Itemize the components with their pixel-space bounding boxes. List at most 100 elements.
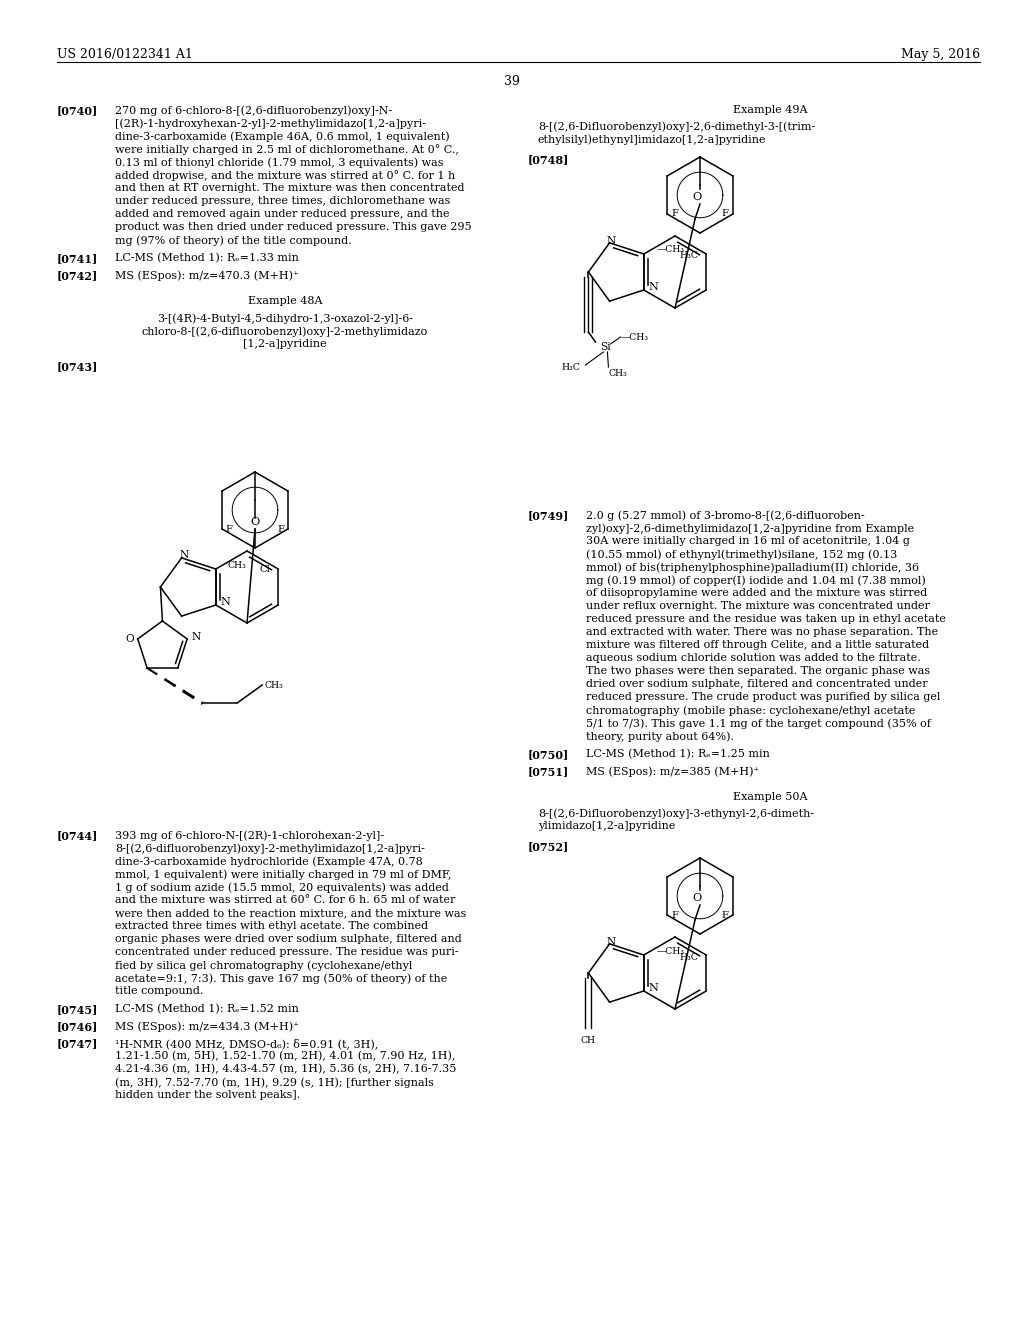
Text: N: N — [607, 937, 616, 946]
Text: ylimidazo[1,2-a]pyridine: ylimidazo[1,2-a]pyridine — [538, 821, 676, 832]
Text: reduced pressure and the residue was taken up in ethyl acetate: reduced pressure and the residue was tak… — [586, 614, 946, 624]
Text: product was then dried under reduced pressure. This gave 295: product was then dried under reduced pre… — [115, 222, 472, 232]
Text: Cl: Cl — [259, 565, 270, 573]
Text: 270 mg of 6-chloro-8-[(2,6-difluorobenzyl)oxy]-N-: 270 mg of 6-chloro-8-[(2,6-difluorobenzy… — [115, 106, 392, 116]
Text: F: F — [278, 524, 285, 533]
Text: CH: CH — [581, 1036, 596, 1045]
Text: added dropwise, and the mixture was stirred at 0° C. for 1 h: added dropwise, and the mixture was stir… — [115, 170, 456, 181]
Text: O: O — [692, 191, 701, 202]
Text: mmol) of bis(triphenylphosphine)palladium(II) chloride, 36: mmol) of bis(triphenylphosphine)palladiu… — [586, 562, 920, 573]
Text: [0740]: [0740] — [57, 106, 98, 116]
Text: and the mixture was stirred at 60° C. for 6 h. 65 ml of water: and the mixture was stirred at 60° C. fo… — [115, 895, 456, 906]
Text: organic phases were dried over sodium sulphate, filtered and: organic phases were dried over sodium su… — [115, 935, 462, 944]
Text: mg (97% of theory) of the title compound.: mg (97% of theory) of the title compound… — [115, 235, 352, 246]
Text: chloro-8-[(2,6-difluorobenzyl)oxy]-2-methylimidazo: chloro-8-[(2,6-difluorobenzyl)oxy]-2-met… — [142, 326, 428, 337]
Text: 4.21-4.36 (m, 1H), 4.43-4.57 (m, 1H), 5.36 (s, 2H), 7.16-7.35: 4.21-4.36 (m, 1H), 4.43-4.57 (m, 1H), 5.… — [115, 1064, 457, 1074]
Text: were then added to the reaction mixture, and the mixture was: were then added to the reaction mixture,… — [115, 908, 466, 917]
Text: CH₃: CH₃ — [608, 370, 628, 378]
Text: Example 48A: Example 48A — [248, 296, 323, 306]
Text: F: F — [671, 210, 678, 219]
Text: title compound.: title compound. — [115, 986, 204, 997]
Text: [0741]: [0741] — [57, 253, 98, 264]
Text: Si: Si — [600, 342, 611, 352]
Text: [(2R)-1-hydroxyhexan-2-yl]-2-methylimidazo[1,2-a]pyri-: [(2R)-1-hydroxyhexan-2-yl]-2-methylimida… — [115, 117, 426, 128]
Text: [0747]: [0747] — [57, 1038, 98, 1049]
Text: dried over sodium sulphate, filtered and concentrated under: dried over sodium sulphate, filtered and… — [586, 678, 928, 689]
Text: zyl)oxy]-2,6-dimethylimidazo[1,2-a]pyridine from Example: zyl)oxy]-2,6-dimethylimidazo[1,2-a]pyrid… — [586, 523, 914, 533]
Text: concentrated under reduced pressure. The residue was puri-: concentrated under reduced pressure. The… — [115, 946, 459, 957]
Text: CH₃: CH₃ — [264, 681, 283, 689]
Text: N: N — [180, 550, 189, 560]
Text: [0748]: [0748] — [528, 154, 569, 165]
Text: extracted three times with ethyl acetate. The combined: extracted three times with ethyl acetate… — [115, 921, 428, 931]
Text: H₃C: H₃C — [679, 953, 698, 961]
Text: F: F — [722, 210, 729, 219]
Text: under reduced pressure, three times, dichloromethane was: under reduced pressure, three times, dic… — [115, 195, 451, 206]
Text: LC-MS (Method 1): Rₑ=1.52 min: LC-MS (Method 1): Rₑ=1.52 min — [115, 1005, 299, 1014]
Text: 8-[(2,6-Difluorobenzyl)oxy]-3-ethynyl-2,6-dimeth-: 8-[(2,6-Difluorobenzyl)oxy]-3-ethynyl-2,… — [538, 808, 814, 818]
Text: of diisopropylamine were added and the mixture was stirred: of diisopropylamine were added and the m… — [586, 587, 928, 598]
Text: N: N — [221, 597, 230, 607]
Text: ¹H-NMR (400 MHz, DMSO-d₆): δ=0.91 (t, 3H),: ¹H-NMR (400 MHz, DMSO-d₆): δ=0.91 (t, 3H… — [115, 1038, 378, 1049]
Text: [0746]: [0746] — [57, 1020, 98, 1032]
Text: 393 mg of 6-chloro-N-[(2R)-1-chlorohexan-2-yl]-: 393 mg of 6-chloro-N-[(2R)-1-chlorohexan… — [115, 830, 384, 841]
Text: mg (0.19 mmol) of copper(I) iodide and 1.04 ml (7.38 mmol): mg (0.19 mmol) of copper(I) iodide and 1… — [586, 576, 926, 586]
Text: and extracted with water. There was no phase separation. The: and extracted with water. There was no p… — [586, 627, 938, 638]
Text: May 5, 2016: May 5, 2016 — [901, 48, 980, 61]
Text: 2.0 g (5.27 mmol) of 3-bromo-8-[(2,6-difluoroben-: 2.0 g (5.27 mmol) of 3-bromo-8-[(2,6-dif… — [586, 510, 864, 520]
Text: fied by silica gel chromatography (cyclohexane/ethyl: fied by silica gel chromatography (cyclo… — [115, 960, 413, 970]
Text: were initially charged in 2.5 ml of dichloromethane. At 0° C.,: were initially charged in 2.5 ml of dich… — [115, 144, 459, 154]
Text: N: N — [191, 632, 201, 642]
Text: added and removed again under reduced pressure, and the: added and removed again under reduced pr… — [115, 209, 450, 219]
Text: CH₃: CH₃ — [227, 561, 247, 569]
Text: mixture was filtered off through Celite, and a little saturated: mixture was filtered off through Celite,… — [586, 640, 929, 649]
Text: 8-[(2,6-Difluorobenzyl)oxy]-2,6-dimethyl-3-[(trim-: 8-[(2,6-Difluorobenzyl)oxy]-2,6-dimethyl… — [538, 121, 815, 132]
Text: F: F — [225, 524, 232, 533]
Text: MS (ESpos): m/z=385 (M+H)⁺: MS (ESpos): m/z=385 (M+H)⁺ — [586, 766, 759, 776]
Text: 39: 39 — [504, 75, 520, 88]
Text: [1,2-a]pyridine: [1,2-a]pyridine — [243, 339, 327, 348]
Text: [0743]: [0743] — [57, 360, 98, 372]
Text: dine-3-carboxamide hydrochloride (Example 47A, 0.78: dine-3-carboxamide hydrochloride (Exampl… — [115, 855, 423, 866]
Text: N: N — [649, 983, 658, 993]
Text: [0749]: [0749] — [528, 510, 569, 521]
Text: H₃C: H₃C — [679, 252, 698, 260]
Text: [0751]: [0751] — [528, 766, 569, 777]
Text: O: O — [251, 517, 260, 527]
Text: N: N — [607, 236, 616, 246]
Text: N: N — [649, 282, 658, 292]
Text: dine-3-carboxamide (Example 46A, 0.6 mmol, 1 equivalent): dine-3-carboxamide (Example 46A, 0.6 mmo… — [115, 131, 450, 141]
Text: mmol, 1 equivalent) were initially charged in 79 ml of DMF,: mmol, 1 equivalent) were initially charg… — [115, 869, 452, 879]
Text: Example 49A: Example 49A — [733, 106, 807, 115]
Text: (10.55 mmol) of ethynyl(trimethyl)silane, 152 mg (0.13: (10.55 mmol) of ethynyl(trimethyl)silane… — [586, 549, 897, 560]
Text: hidden under the solvent peaks].: hidden under the solvent peaks]. — [115, 1090, 300, 1100]
Text: US 2016/0122341 A1: US 2016/0122341 A1 — [57, 48, 193, 61]
Text: LC-MS (Method 1): Rₑ=1.33 min: LC-MS (Method 1): Rₑ=1.33 min — [115, 253, 299, 263]
Text: —CH₃: —CH₃ — [621, 333, 648, 342]
Text: [0750]: [0750] — [528, 748, 569, 760]
Text: 8-[(2,6-difluorobenzyl)oxy]-2-methylimidazo[1,2-a]pyri-: 8-[(2,6-difluorobenzyl)oxy]-2-methylimid… — [115, 843, 425, 854]
Text: O: O — [692, 894, 701, 903]
Text: MS (ESpos): m/z=470.3 (M+H)⁺: MS (ESpos): m/z=470.3 (M+H)⁺ — [115, 271, 299, 281]
Text: [0745]: [0745] — [57, 1005, 98, 1015]
Text: chromatography (mobile phase: cyclohexane/ethyl acetate: chromatography (mobile phase: cyclohexan… — [586, 705, 915, 715]
Text: theory, purity about 64%).: theory, purity about 64%). — [586, 731, 734, 742]
Text: H₃C: H₃C — [561, 363, 581, 371]
Text: 1.21-1.50 (m, 5H), 1.52-1.70 (m, 2H), 4.01 (m, 7.90 Hz, 1H),: 1.21-1.50 (m, 5H), 1.52-1.70 (m, 2H), 4.… — [115, 1051, 456, 1061]
Text: 30A were initially charged in 16 ml of acetonitrile, 1.04 g: 30A were initially charged in 16 ml of a… — [586, 536, 910, 546]
Text: (m, 3H), 7.52-7.70 (m, 1H), 9.29 (s, 1H); [further signals: (m, 3H), 7.52-7.70 (m, 1H), 9.29 (s, 1H)… — [115, 1077, 434, 1088]
Text: MS (ESpos): m/z=434.3 (M+H)⁺: MS (ESpos): m/z=434.3 (M+H)⁺ — [115, 1020, 299, 1031]
Text: Example 50A: Example 50A — [733, 792, 807, 803]
Text: [0752]: [0752] — [528, 841, 569, 851]
Text: and then at RT overnight. The mixture was then concentrated: and then at RT overnight. The mixture wa… — [115, 183, 465, 193]
Text: F: F — [722, 911, 729, 920]
Text: ethylsilyl)ethynyl]imidazo[1,2-a]pyridine: ethylsilyl)ethynyl]imidazo[1,2-a]pyridin… — [538, 135, 767, 145]
Text: 0.13 ml of thionyl chloride (1.79 mmol, 3 equivalents) was: 0.13 ml of thionyl chloride (1.79 mmol, … — [115, 157, 443, 168]
Text: 3-[(4R)-4-Butyl-4,5-dihydro-1,3-oxazol-2-yl]-6-: 3-[(4R)-4-Butyl-4,5-dihydro-1,3-oxazol-2… — [157, 313, 413, 323]
Text: F: F — [671, 911, 678, 920]
Text: O: O — [125, 634, 134, 644]
Text: The two phases were then separated. The organic phase was: The two phases were then separated. The … — [586, 667, 930, 676]
Text: [0742]: [0742] — [57, 271, 98, 281]
Text: —CH₃: —CH₃ — [656, 246, 685, 255]
Text: 5/1 to 7/3). This gave 1.1 mg of the target compound (35% of: 5/1 to 7/3). This gave 1.1 mg of the tar… — [586, 718, 931, 729]
